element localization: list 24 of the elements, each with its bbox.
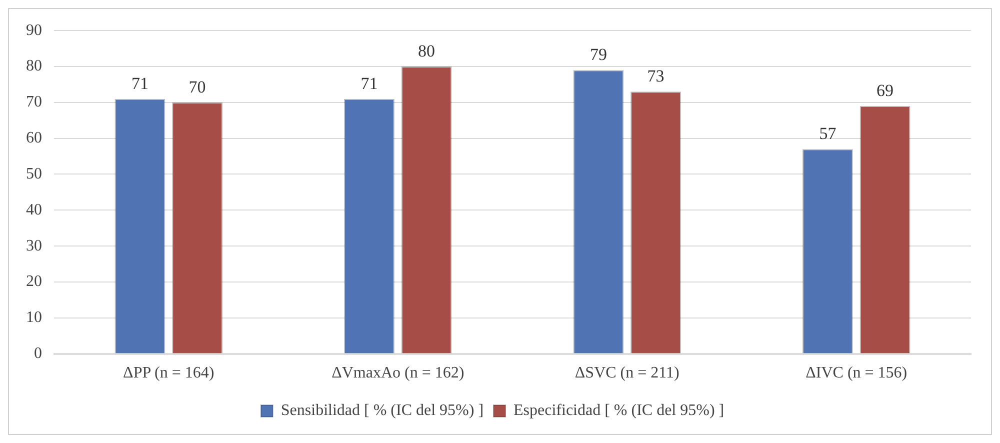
y-tick-label: 20 [26,273,42,290]
data-label: 57 [819,124,837,144]
x-tick-label: ΔSVC (n = 211) [574,364,680,382]
y-tick-label: 80 [26,58,42,75]
y-tick-label: 30 [26,237,42,254]
legend-label: Sensibilidad [ % (IC del 95%) ] [280,402,484,420]
x-tick-label: ΔPP (n = 164) [123,364,214,382]
data-label: 79 [590,45,607,64]
y-tick-label: 50 [26,165,42,182]
x-tick-label: ΔIVC (n = 156) [806,364,908,382]
y-tick-label: 60 [26,130,42,147]
x-tick-label: ΔVmaxAo (n = 162) [332,364,464,382]
data-label: 80 [418,41,436,60]
data-label: 71 [131,74,148,93]
y-tick-label: 70 [26,94,42,111]
data-label: 73 [647,66,664,86]
data-label: 71 [360,74,378,93]
legend-label: Especificidad [ % (IC del 95%) ] [514,402,724,420]
y-tick-label: 40 [26,201,42,218]
y-tick-label: 0 [34,345,42,362]
y-tick-label: 90 [26,22,42,39]
data-label: 69 [876,80,894,100]
y-tick-label: 10 [26,309,42,326]
data-label: 70 [188,77,206,96]
